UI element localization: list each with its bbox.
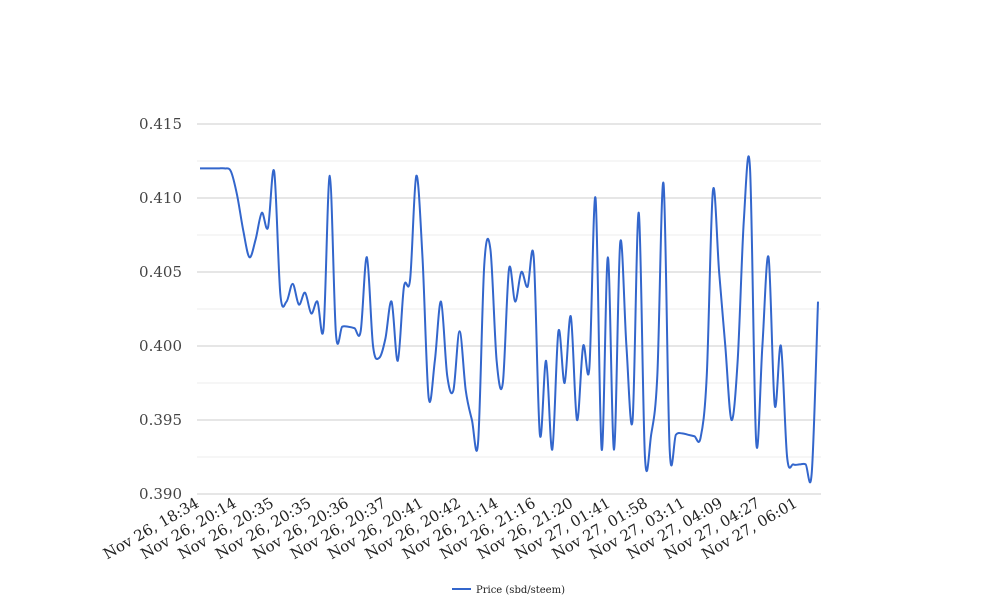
series-group — [199, 155, 819, 484]
y-tick-label: 0.415 — [139, 115, 182, 133]
y-tick-label: 0.405 — [139, 263, 182, 281]
y-tick-label: 0.390 — [139, 485, 182, 503]
y-tick-label: 0.395 — [139, 411, 182, 429]
y-axis-tick-labels: 0.390 0.395 0.400 0.405 0.410 0.415 — [139, 115, 182, 503]
legend[interactable]: Price (sbd/steem) — [452, 585, 565, 596]
series-line-price[interactable] — [199, 155, 819, 484]
y-tick-label: 0.410 — [139, 189, 182, 207]
y-tick-label: 0.400 — [139, 337, 182, 355]
legend-label-price: Price (sbd/steem) — [476, 585, 565, 596]
gridlines — [197, 123, 821, 495]
